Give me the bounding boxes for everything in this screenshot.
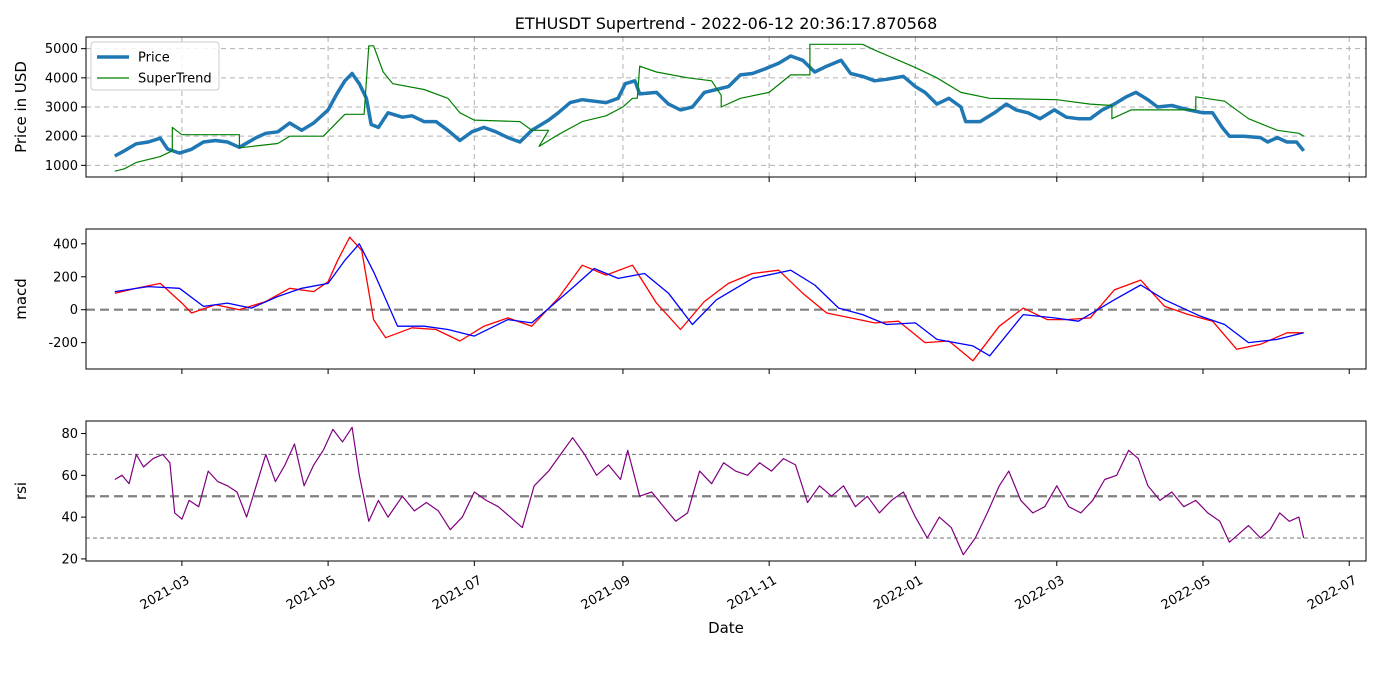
price-ytick-label-1: 2000 bbox=[45, 130, 78, 145]
xtick-label-6: 2022-03 bbox=[1013, 573, 1068, 613]
macd-ytick-label-1: 0 bbox=[70, 303, 78, 318]
rsi-ytick-label-2: 60 bbox=[61, 469, 78, 484]
rsi-axes-frame bbox=[85, 420, 1367, 562]
xtick-label-8: 2022-07 bbox=[1305, 573, 1360, 613]
macd-ytick-label-2: 200 bbox=[53, 270, 78, 285]
rsi-ytick-label-3: 80 bbox=[61, 427, 78, 442]
xtick-label-0: 2021-03 bbox=[138, 573, 193, 613]
macd-ytick-label-3: 400 bbox=[53, 237, 78, 252]
rsi-ytick-label-1: 40 bbox=[61, 511, 78, 526]
price-ytick-label-3: 4000 bbox=[45, 71, 78, 86]
legend-label-supertrend: SuperTrend bbox=[138, 72, 212, 87]
price-ytick-label-2: 3000 bbox=[45, 101, 78, 116]
chart-title: ETHUSDT Supertrend - 2022-06-12 20:36:17… bbox=[515, 14, 938, 33]
price-ytick-label-0: 1000 bbox=[45, 159, 78, 174]
macd-series-signal bbox=[114, 243, 1304, 357]
legend-label-price: Price bbox=[138, 51, 170, 66]
price-series-price bbox=[113, 54, 1306, 158]
macd-axes-frame bbox=[85, 228, 1367, 370]
rsi-y-axis-label: rsi bbox=[12, 482, 30, 500]
xtick-label-4: 2021-11 bbox=[725, 573, 780, 613]
rsi-ytick-label-0: 20 bbox=[61, 552, 78, 567]
xtick-label-2: 2021-07 bbox=[430, 573, 485, 613]
xtick-label-1: 2021-05 bbox=[284, 573, 339, 613]
macd-series-macd bbox=[114, 236, 1304, 362]
rsi-panel: 20 40 60 80 rsi bbox=[12, 420, 1367, 567]
xtick-label-5: 2022-01 bbox=[871, 573, 926, 613]
price-series-supertrend bbox=[114, 43, 1305, 172]
rsi-series-rsi bbox=[114, 426, 1305, 556]
price-ytick-label-4: 5000 bbox=[45, 42, 78, 57]
price-panel: 1000 2000 3000 4000 5000 Price in USD Price Sup… bbox=[12, 36, 1367, 182]
price-y-axis-label: Price in USD bbox=[12, 61, 30, 153]
x-axis-label: Date bbox=[708, 619, 744, 637]
xtick-label-3: 2021-09 bbox=[579, 573, 634, 613]
x-tick-labels: 2021-03 2021-05 2021-07 2021-09 2021-11 2022-… bbox=[138, 573, 1360, 613]
macd-y-axis-label: macd bbox=[12, 278, 30, 320]
macd-ytick-label-0: -200 bbox=[48, 336, 78, 351]
price-legend: Price SuperTrend bbox=[90, 41, 220, 91]
macd-panel: -200 0 200 400 macd bbox=[12, 228, 1367, 374]
xtick-label-7: 2022-05 bbox=[1159, 573, 1214, 613]
